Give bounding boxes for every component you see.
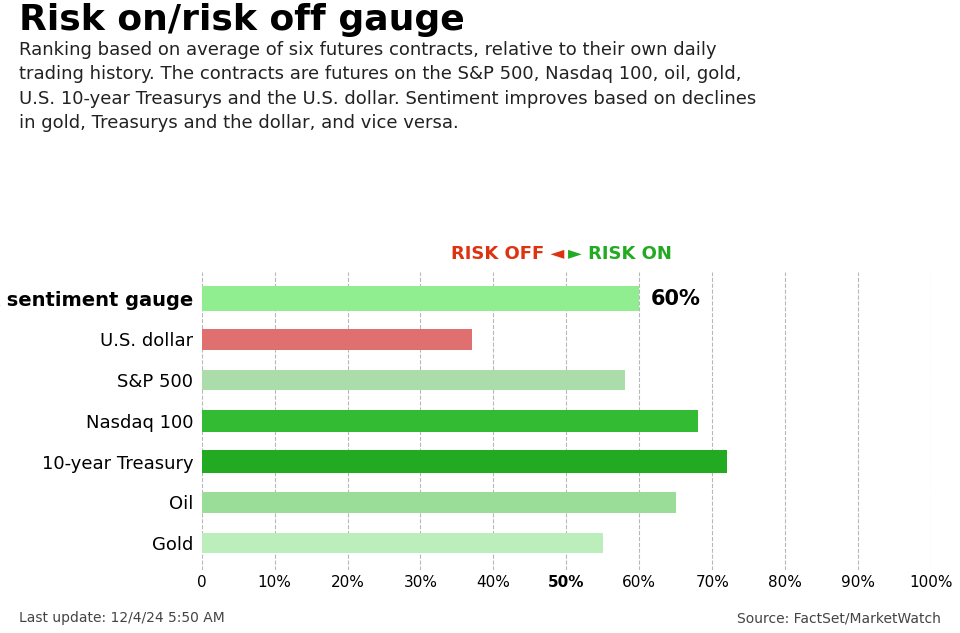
- Text: ► RISK ON: ► RISK ON: [568, 245, 672, 263]
- Text: 60%: 60%: [650, 289, 700, 309]
- Text: RISK OFF ◄: RISK OFF ◄: [451, 245, 564, 263]
- Bar: [202, 533, 603, 553]
- Text: Last update: 12/4/24 5:50 AM: Last update: 12/4/24 5:50 AM: [19, 611, 225, 625]
- Text: Risk on/risk off gauge: Risk on/risk off gauge: [19, 3, 465, 37]
- Bar: [202, 329, 471, 349]
- Text: Source: FactSet/MarketWatch: Source: FactSet/MarketWatch: [737, 611, 941, 625]
- Bar: [202, 451, 727, 473]
- Bar: [202, 370, 625, 391]
- Bar: [202, 410, 698, 432]
- Text: Ranking based on average of six futures contracts, relative to their own daily
t: Ranking based on average of six futures …: [19, 41, 756, 132]
- Bar: [202, 492, 676, 513]
- Bar: [202, 287, 639, 311]
